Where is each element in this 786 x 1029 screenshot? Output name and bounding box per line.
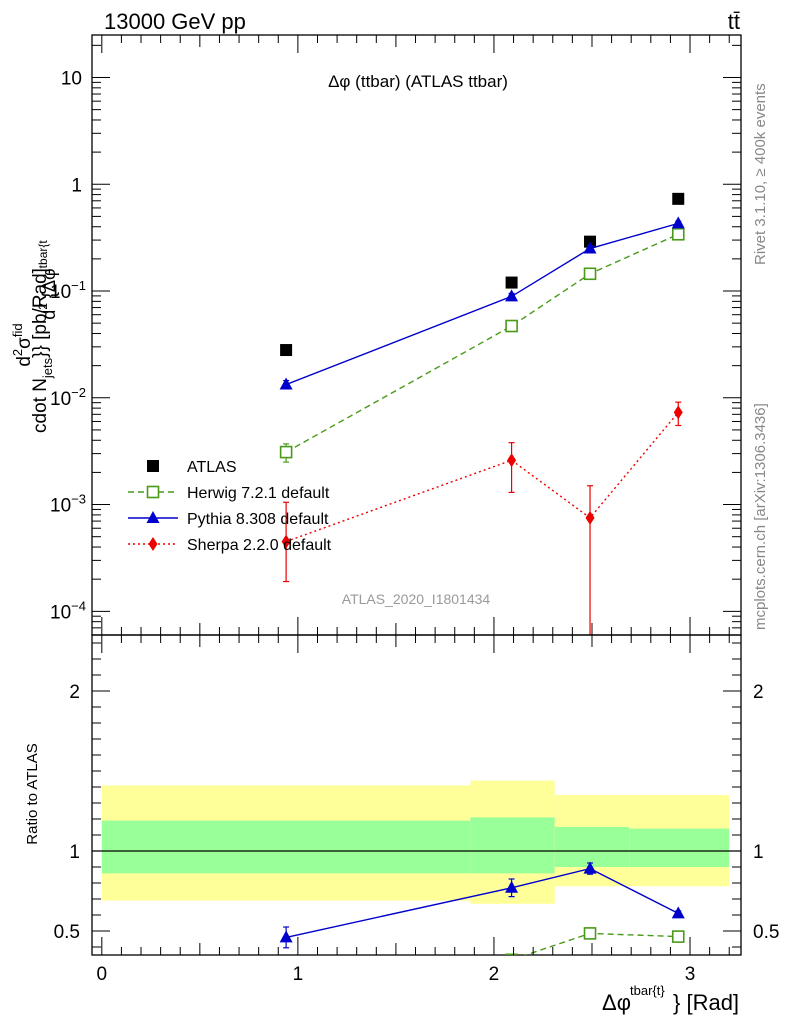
x-tick-label: 0 — [97, 964, 108, 985]
process-label: tt̄ — [728, 9, 740, 34]
x-axis-label: Δφ tbar{t} } [Rad] — [602, 983, 739, 1015]
data-point — [280, 344, 293, 357]
svg-text:cdot Njets}} [pb/Rad]: cdot Njets}} [pb/Rad] — [30, 268, 55, 433]
stat-uncertainty-band — [101, 820, 471, 874]
legend-marker — [146, 485, 160, 499]
svg-text:} [Rad]: } [Rad] — [673, 990, 739, 1015]
ratio-series-herwig — [505, 927, 685, 955]
top-series-group — [279, 192, 685, 635]
series-line — [285, 411, 679, 543]
legend-label: Herwig 7.2.1 default — [187, 485, 330, 502]
data-point — [673, 405, 683, 420]
series-line — [285, 222, 679, 386]
stat-uncertainty-band — [554, 827, 630, 867]
legend-label: Sherpa 2.2.0 default — [187, 537, 332, 554]
stat-uncertainty-band — [629, 828, 730, 867]
data-point — [505, 289, 519, 302]
ratio-point — [505, 880, 519, 893]
ratio-line — [523, 932, 679, 955]
ratio-line — [285, 867, 679, 939]
data-point — [672, 192, 685, 205]
ratio-y-tick-label: 0.5 — [54, 922, 80, 943]
x-tick-label: 2 — [489, 964, 500, 985]
data-point — [507, 453, 517, 468]
ratio-y-tick-label: 1 — [69, 842, 80, 863]
analysis-watermark: ATLAS_2020_I1801434 — [342, 591, 491, 607]
stat-uncertainty-band — [470, 817, 555, 874]
top-y-tick-label: 10 — [61, 68, 82, 89]
data-point — [279, 445, 293, 459]
legend-label: ATLAS — [187, 459, 237, 476]
top-y-tick-label: 1 — [71, 175, 82, 196]
svg-text:tbar{t}: tbar{t} — [630, 983, 665, 998]
top-y-tick-label: 10−4 — [50, 598, 86, 623]
data-point — [671, 216, 685, 229]
legend-label: Pythia 8.308 default — [187, 511, 329, 528]
top-y-axis-ticks: 10−4 10−3 10−2 10−1 1 10 — [50, 35, 741, 636]
data-point — [279, 377, 293, 390]
ratio-panel: 0.5 0.5 1 1 2 2 0 1 2 3 Ratio to ATLAS Δφ tbar{t}… — [24, 634, 779, 1015]
plot-title: Δφ (ttbar) (ATLAS ttbar) — [328, 72, 508, 91]
top-panel-content — [91, 34, 742, 636]
ratio-uncertainty-bands — [101, 780, 730, 904]
ratio-axis-ticks: 0.5 0.5 1 1 2 2 0 1 2 3 — [54, 635, 779, 985]
top-y-tick-label: 10−3 — [50, 492, 86, 517]
ratio-panel-frame — [91, 634, 742, 956]
data-point — [583, 267, 597, 281]
svg-text:d2σfid: d2σfid — [10, 323, 35, 366]
series-herwig — [279, 227, 685, 463]
ratio-series-group — [279, 861, 685, 955]
ratio-y-tick-label-right: 0.5 — [753, 922, 779, 943]
data-point — [505, 276, 518, 289]
ratio-y-tick-label-right: 2 — [753, 682, 764, 703]
top-y-axis-label-den: d2 {Δφtbar{t — [36, 240, 59, 320]
series-line — [285, 233, 679, 453]
data-point — [281, 534, 291, 549]
ratio-point — [671, 906, 685, 919]
main-panel: Δφ (ttbar) (ATLAS ttbar) ATLAS_2020_I180… — [10, 34, 742, 636]
ratio-panel-content — [91, 634, 742, 956]
legend-marker — [148, 537, 158, 551]
series-pythia — [279, 216, 685, 390]
top-y-axis-label-rest: cdot Njets}} [pb/Rad] — [30, 268, 55, 433]
legend-marker — [146, 511, 160, 523]
ratio-point — [583, 861, 597, 874]
mcplots-label: mcplots.cern.ch [arXiv:1306.3436] — [752, 403, 769, 630]
legend-marker — [147, 460, 159, 472]
ratio-point — [279, 930, 293, 943]
data-point — [583, 241, 597, 254]
data-point — [505, 319, 518, 333]
rivet-version-label: Rivet 3.1.10, ≥ 400k events — [752, 83, 769, 265]
ratio-point — [505, 953, 518, 955]
x-tick-label: 3 — [685, 964, 696, 985]
ratio-point — [671, 930, 685, 943]
data-point — [671, 227, 685, 241]
series-sherpa — [281, 401, 683, 635]
legend: ATLAS Herwig 7.2.1 default Pythia 8.308 de… — [128, 459, 332, 554]
top-y-axis-label: d2σfid — [10, 323, 35, 366]
data-point — [585, 510, 595, 525]
svg-text:Δφ: Δφ — [602, 990, 631, 1015]
ratio-point — [583, 927, 597, 940]
ratio-series-pythia — [279, 861, 685, 949]
top-y-tick-label: 10−2 — [50, 385, 86, 410]
ratio-y-axis-label: Ratio to ATLAS — [24, 743, 41, 844]
collision-energy-label: 13000 GeV pp — [104, 9, 246, 34]
svg-text:d2 {Δφtbar{t: d2 {Δφtbar{t — [36, 240, 59, 320]
top-y-tick-label: 10−1 — [50, 278, 86, 303]
ratio-y-tick-label-right: 1 — [753, 842, 764, 863]
x-tick-label: 1 — [293, 964, 304, 985]
ratio-y-tick-label: 2 — [69, 682, 80, 703]
